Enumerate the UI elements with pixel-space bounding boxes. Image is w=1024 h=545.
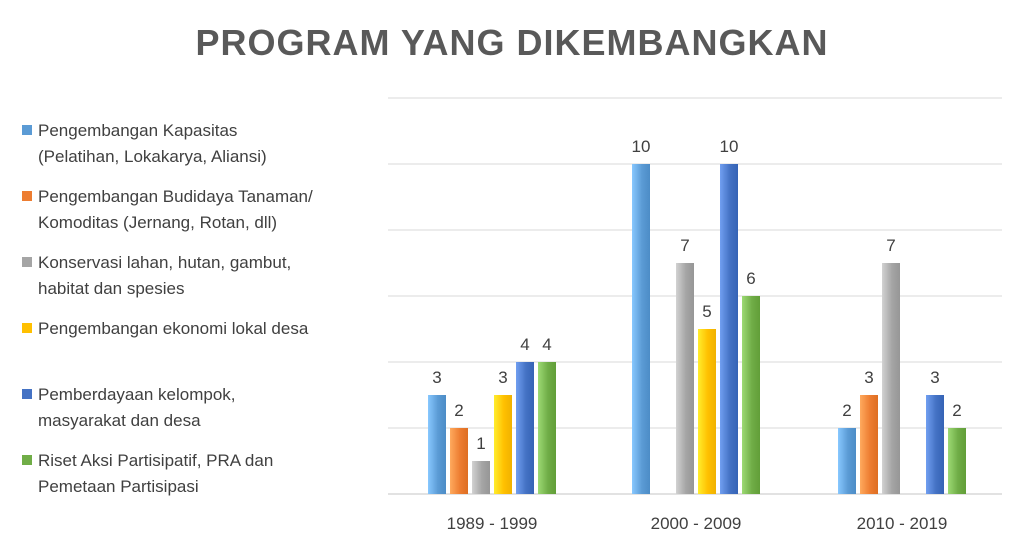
bar: [632, 164, 650, 494]
legend-swatch: [22, 191, 32, 201]
data-label: 3: [930, 368, 939, 387]
legend-item: Pemberdayaan kelompok, masyarakat dan de…: [22, 382, 236, 434]
x-tick-label: 1989 - 1999: [447, 514, 538, 533]
legend-swatch: [22, 389, 32, 399]
data-label: 2: [952, 401, 961, 420]
data-label: 7: [680, 236, 689, 255]
bar: [428, 395, 446, 494]
data-label: 6: [746, 269, 755, 288]
legend-item: Pengembangan Budidaya Tanaman/ Komoditas…: [22, 184, 313, 236]
legend-label: Pemberdayaan kelompok, masyarakat dan de…: [38, 385, 236, 430]
legend-swatch: [22, 455, 32, 465]
data-label: 2: [842, 401, 851, 420]
bar: [926, 395, 944, 494]
bar: [494, 395, 512, 494]
legend-item: Pengembangan ekonomi lokal desa: [22, 316, 308, 342]
legend-label: Pengembangan Kapasitas (Pelatihan, Lokak…: [38, 121, 267, 166]
data-label: 10: [720, 137, 739, 156]
legend-label: Pengembangan Budidaya Tanaman/ Komoditas…: [38, 187, 313, 232]
data-label: 3: [432, 368, 441, 387]
bar: [720, 164, 738, 494]
data-label: 4: [520, 335, 529, 354]
data-label: 3: [498, 368, 507, 387]
bar: [676, 263, 694, 494]
bar: [516, 362, 534, 494]
data-label: 10: [632, 137, 651, 156]
x-tick-label: 2010 - 2019: [857, 514, 948, 533]
legend-item: Riset Aksi Partisipatif, PRA dan Pemetaa…: [22, 448, 273, 500]
data-label: 7: [886, 236, 895, 255]
chart-title: PROGRAM YANG DIKEMBANGKAN: [195, 22, 829, 63]
legend-item: Konservasi lahan, hutan, gambut, habitat…: [22, 250, 291, 302]
bar: [948, 428, 966, 494]
bar: [472, 461, 490, 494]
data-label: 2: [454, 401, 463, 420]
data-label: 5: [702, 302, 711, 321]
bar: [838, 428, 856, 494]
legend-label: Konservasi lahan, hutan, gambut, habitat…: [38, 253, 292, 298]
legend-swatch: [22, 323, 32, 333]
legend-label: Riset Aksi Partisipatif, PRA dan Pemetaa…: [38, 451, 274, 496]
bar: [882, 263, 900, 494]
data-label: 1: [476, 434, 485, 453]
legend-swatch: [22, 125, 32, 135]
bar: [742, 296, 760, 494]
bar: [538, 362, 556, 494]
data-label: 4: [542, 335, 551, 354]
bar: [698, 329, 716, 494]
bar: [860, 395, 878, 494]
legend-swatch: [22, 257, 32, 267]
x-tick-label: 2000 - 2009: [651, 514, 742, 533]
legend-label: Pengembangan ekonomi lokal desa: [38, 319, 309, 338]
legend-item: Pengembangan Kapasitas (Pelatihan, Lokak…: [22, 118, 267, 170]
bar: [450, 428, 468, 494]
data-label: 3: [864, 368, 873, 387]
